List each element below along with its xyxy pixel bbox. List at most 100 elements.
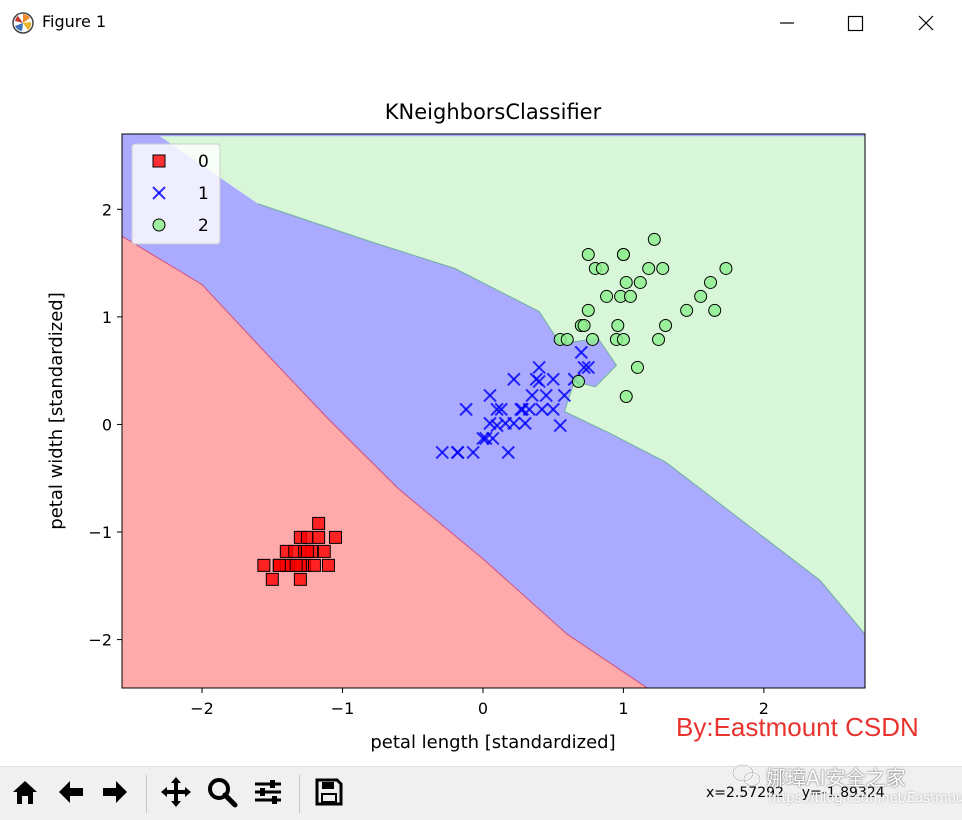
home-button[interactable] <box>6 775 44 813</box>
close-icon <box>911 10 941 36</box>
data-point-class-0 <box>257 558 271 572</box>
pan-button[interactable] <box>157 775 195 813</box>
data-point-class-1 <box>435 445 449 460</box>
minimize-icon <box>772 10 802 36</box>
data-points <box>257 232 733 586</box>
x-tick-label: 1 <box>618 699 628 718</box>
toolbar-separator <box>146 775 147 813</box>
maximize-icon <box>840 10 870 36</box>
y-tick-label: 2 <box>102 200 112 219</box>
data-point-class-1 <box>515 402 530 417</box>
back-button[interactable] <box>52 775 90 813</box>
data-point-class-2 <box>616 332 630 346</box>
save-icon <box>313 776 345 812</box>
data-point-class-1 <box>525 388 539 403</box>
data-point-class-1 <box>532 374 546 389</box>
data-point-class-1 <box>553 418 567 433</box>
configure-subplots-icon <box>252 776 284 812</box>
toolbar-separator <box>299 775 300 813</box>
data-point-class-2 <box>656 261 670 275</box>
data-point-class-2 <box>619 275 633 289</box>
data-point-class-2 <box>680 303 694 317</box>
boundary-0-1 <box>122 235 648 688</box>
data-point-class-1 <box>476 431 490 446</box>
x-tick-label: 0 <box>478 699 488 718</box>
y-axis-label: petal width [standardized] <box>46 292 67 529</box>
x-axis-label: petal length [standardized] <box>370 732 615 753</box>
data-point-class-0 <box>307 558 321 572</box>
configure-subplots-button[interactable] <box>249 775 287 813</box>
forward-button[interactable] <box>96 775 134 813</box>
back-icon <box>55 776 87 812</box>
legend-label: 1 <box>198 184 209 204</box>
data-point-class-2 <box>647 232 661 246</box>
maximize-button[interactable] <box>840 10 870 36</box>
author-watermark: By:Eastmount CSDN <box>676 712 919 742</box>
data-point-class-1 <box>450 445 465 460</box>
data-point-class-2 <box>619 389 633 403</box>
data-point-class-1 <box>546 402 560 417</box>
data-point-class-0 <box>293 572 307 586</box>
data-point-class-1 <box>490 418 504 433</box>
data-point-class-0 <box>312 516 326 530</box>
chart-title: KNeighborsClassifier <box>385 100 602 124</box>
close-button[interactable] <box>911 10 941 36</box>
plot-frame <box>121 133 866 689</box>
data-point-class-2 <box>623 289 637 303</box>
data-point-class-2 <box>659 318 673 332</box>
save-button[interactable] <box>310 775 348 813</box>
legend-marker-0 <box>152 154 166 168</box>
knn-decision-region-chart: −2 −1 0 1 2 −2 −1 0 1 2 KNeighborsClassifier pet… <box>46 100 866 753</box>
x-axis-ticks: −2 −1 0 1 2 <box>190 688 769 718</box>
data-point-class-2 <box>571 374 585 388</box>
data-point-class-1 <box>501 445 515 460</box>
y-tick-label: 1 <box>102 308 112 327</box>
data-point-class-0 <box>300 544 314 558</box>
data-point-class-2 <box>611 318 625 332</box>
zoom-button[interactable] <box>203 775 241 813</box>
y-axis-ticks: −2 −1 0 1 2 <box>88 200 122 650</box>
y-tick-label: −1 <box>88 523 112 542</box>
data-point-class-2 <box>652 332 666 346</box>
data-point-class-1 <box>507 416 521 431</box>
boundary-1-2 <box>258 136 865 635</box>
data-point-class-2 <box>642 261 656 275</box>
legend-label: 2 <box>198 216 209 236</box>
wechat-icon <box>732 763 762 793</box>
window-titlebar: Figure 1 <box>0 0 962 46</box>
minimize-button[interactable] <box>772 10 802 36</box>
data-point-class-0 <box>272 558 286 572</box>
data-point-class-2 <box>560 332 574 346</box>
data-point-class-2 <box>581 247 595 261</box>
legend-box <box>131 143 221 245</box>
data-point-class-0 <box>289 558 303 572</box>
zoom-icon <box>205 775 239 813</box>
legend-label: 0 <box>198 152 209 172</box>
data-point-class-2 <box>600 289 614 303</box>
x-tick-label: −1 <box>331 699 355 718</box>
data-point-class-2 <box>719 261 733 275</box>
data-point-class-1 <box>494 402 508 417</box>
y-tick-label: 0 <box>102 415 112 434</box>
decision-region-class-2 <box>159 136 865 635</box>
figure-canvas[interactable]: −2 −1 0 1 2 −2 −1 0 1 2 KNeighborsClassifier pet… <box>0 46 962 766</box>
data-point-class-0 <box>300 530 314 544</box>
legend-marker-2 <box>152 218 166 232</box>
data-point-class-2 <box>704 275 718 289</box>
data-point-class-1 <box>546 372 560 386</box>
data-point-class-2 <box>595 261 609 275</box>
data-point-class-1 <box>532 360 546 375</box>
data-point-class-1 <box>490 402 504 417</box>
data-point-class-0 <box>328 530 342 544</box>
data-point-class-0 <box>321 558 335 572</box>
decision-regions <box>122 134 865 688</box>
legend-marker-1 <box>152 186 166 200</box>
url-watermark: https://blog.csdn.net/Eastmount <box>768 791 962 806</box>
data-point-class-1 <box>518 416 532 431</box>
x-tick-label: −2 <box>190 699 214 718</box>
data-point-class-0 <box>312 530 326 544</box>
data-point-class-0 <box>265 572 279 586</box>
data-point-class-1 <box>507 372 521 386</box>
pan-icon <box>159 775 193 813</box>
data-point-class-1 <box>577 360 591 375</box>
